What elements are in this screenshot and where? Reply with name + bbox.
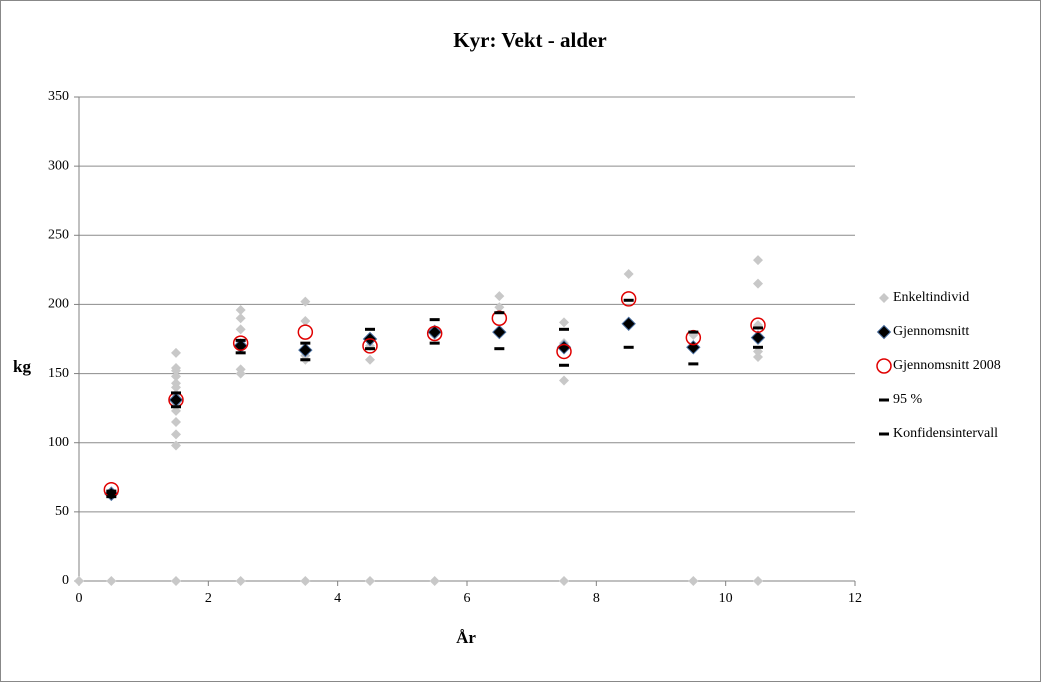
point: [753, 346, 763, 357]
legend-label: 95 %: [893, 392, 923, 407]
point: [171, 378, 181, 389]
point: [688, 330, 699, 334]
legend-marker: [876, 358, 892, 374]
point: [235, 324, 246, 335]
point: [235, 313, 246, 324]
point: [300, 576, 311, 586]
y-axis-title: kg: [13, 357, 31, 376]
point: [171, 416, 181, 427]
point: [235, 338, 246, 342]
point: [688, 362, 699, 366]
point: [171, 440, 181, 451]
point: [750, 317, 766, 333]
legend-marker: [879, 293, 889, 303]
point: [556, 343, 572, 360]
point: [300, 358, 311, 362]
point: [494, 302, 505, 313]
point: [623, 298, 634, 302]
point: [300, 341, 311, 345]
x-tick-label: 12: [848, 591, 862, 606]
point: [298, 342, 313, 358]
chart-title: Kyr: Vekt - alder: [453, 28, 606, 52]
point: [235, 576, 246, 586]
point: [559, 317, 569, 328]
point: [426, 325, 443, 342]
point: [494, 347, 505, 351]
point: [106, 489, 117, 493]
point: [429, 341, 440, 345]
point: [171, 347, 181, 358]
point: [171, 405, 181, 409]
point: [753, 351, 763, 362]
point: [753, 576, 763, 586]
point: [559, 576, 569, 586]
point: [106, 576, 117, 586]
x-tick-label: 8: [593, 591, 600, 606]
point: [106, 495, 117, 499]
y-tick-label: 150: [48, 366, 69, 381]
point: [171, 405, 181, 416]
point: [300, 316, 311, 327]
legend-marker: [876, 324, 892, 340]
point: [429, 318, 440, 322]
point: [753, 278, 763, 289]
point: [559, 327, 569, 331]
point: [623, 345, 634, 349]
point: [232, 335, 249, 351]
point: [171, 391, 181, 395]
point: [621, 316, 636, 331]
y-tick-label: 0: [62, 573, 69, 588]
point: [623, 269, 634, 280]
x-axis-title: År: [456, 628, 476, 647]
legend-label: Gjennomsnitt 2008: [893, 358, 1001, 373]
point: [559, 363, 569, 367]
y-tick-label: 200: [48, 297, 69, 312]
point: [171, 363, 181, 374]
point: [365, 354, 375, 365]
point: [427, 324, 442, 340]
point: [559, 375, 569, 386]
x-tick-label: 4: [334, 591, 341, 606]
point: [688, 576, 699, 586]
point: [429, 576, 440, 586]
y-tick-label: 100: [48, 435, 69, 450]
point: [753, 255, 763, 266]
point: [362, 338, 378, 354]
y-tick-label: 50: [55, 504, 69, 519]
point: [620, 291, 637, 307]
point: [494, 291, 505, 302]
legend-label: Gjennomsnitt: [893, 324, 969, 339]
legend-marker: [879, 432, 889, 436]
x-tick-label: 0: [76, 591, 83, 606]
legend-marker: [879, 398, 889, 402]
point: [753, 345, 763, 349]
point: [171, 371, 181, 382]
point: [753, 326, 763, 330]
y-tick-label: 250: [48, 228, 69, 243]
point: [494, 311, 505, 315]
point: [297, 324, 314, 340]
x-tick-label: 10: [719, 591, 733, 606]
point: [300, 296, 311, 307]
point: [365, 347, 375, 351]
x-tick-label: 2: [205, 591, 212, 606]
y-tick-label: 300: [48, 158, 69, 173]
point: [492, 324, 507, 340]
point: [235, 351, 246, 355]
point: [74, 576, 84, 586]
point: [365, 576, 375, 586]
legend-label: Konfidensintervall: [893, 426, 998, 441]
point: [171, 429, 181, 440]
y-tick-label: 350: [48, 89, 69, 104]
point: [171, 576, 181, 586]
point: [235, 364, 246, 375]
legend-label: Enkeltindivid: [893, 290, 969, 305]
point: [235, 304, 246, 315]
point: [365, 327, 375, 331]
x-tick-label: 6: [464, 591, 471, 606]
point: [750, 330, 766, 345]
